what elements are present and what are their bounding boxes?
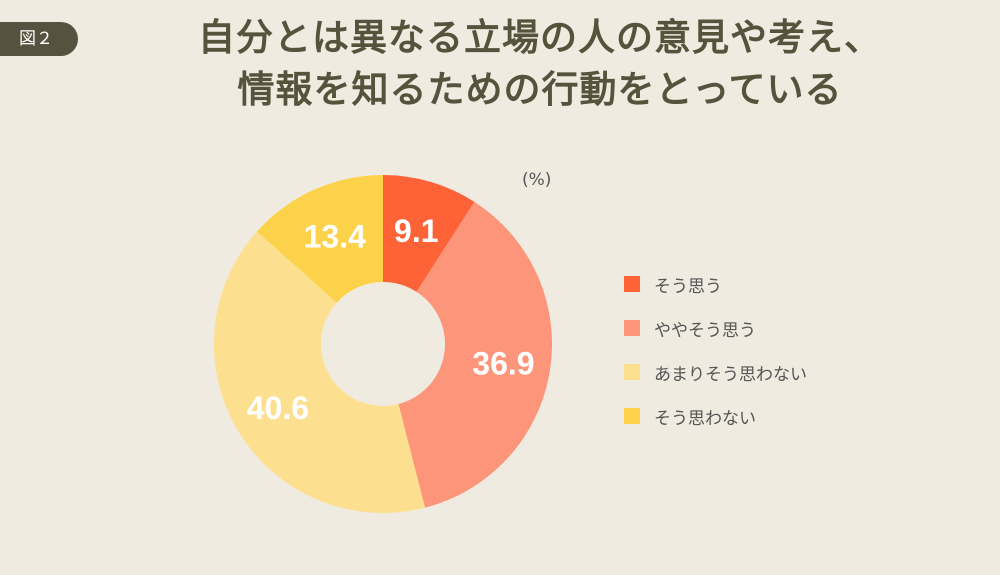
legend-item-somewhat-agree: ややそう思う bbox=[624, 306, 807, 350]
legend-item-disagree: そう思わない bbox=[624, 394, 807, 438]
slice-somewhat-agree bbox=[398, 201, 553, 508]
legend-label-agree: そう思う bbox=[654, 276, 722, 297]
legend-item-agree: そう思う bbox=[624, 262, 807, 306]
legend-item-somewhat-disagree: あまりそう思わない bbox=[624, 350, 807, 394]
slice-label-somewhat-disagree: 40.6 bbox=[247, 390, 309, 426]
chart-title: 自分とは異なる立場の人の意見や考え、 情報を知るための行動をとっている bbox=[130, 12, 950, 116]
figure-badge: 図２ bbox=[0, 22, 78, 56]
legend: そう思う ややそう思う あまりそう思わない そう思わない bbox=[624, 262, 807, 438]
legend-swatch-disagree bbox=[624, 408, 640, 424]
slice-label-disagree: 13.4 bbox=[304, 218, 366, 254]
chart-title-line-1: 自分とは異なる立場の人の意見や考え、 bbox=[198, 16, 882, 59]
slice-agree bbox=[383, 175, 475, 292]
legend-label-disagree: そう思わない bbox=[654, 408, 756, 429]
slice-disagree bbox=[256, 175, 383, 303]
slice-label-somewhat-agree: 36.9 bbox=[472, 345, 534, 381]
unit-label: (%) bbox=[522, 170, 552, 190]
legend-swatch-agree bbox=[624, 276, 640, 292]
legend-label-somewhat-disagree: あまりそう思わない bbox=[654, 364, 807, 385]
chart-title-line-2: 情報を知るための行動をとっている bbox=[237, 68, 843, 111]
legend-swatch-somewhat-disagree bbox=[624, 364, 640, 380]
legend-swatch-somewhat-agree bbox=[624, 320, 640, 336]
legend-label-somewhat-agree: ややそう思う bbox=[654, 320, 756, 341]
slice-somewhat-disagree bbox=[213, 231, 426, 513]
slice-label-agree: 9.1 bbox=[394, 213, 438, 249]
